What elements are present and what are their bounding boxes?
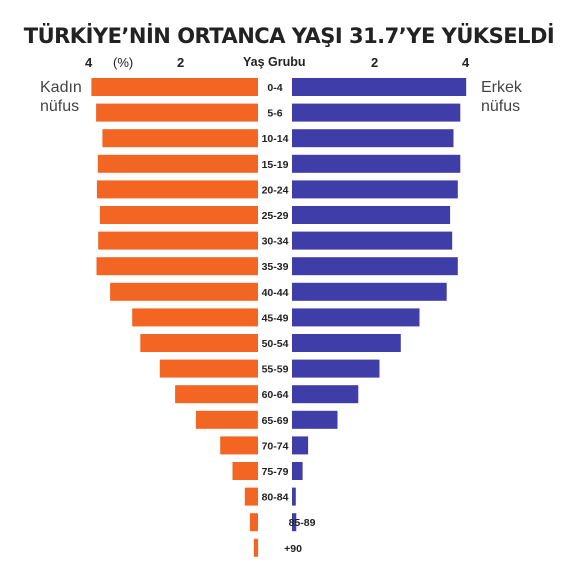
- bar-male-65-69: [292, 410, 338, 429]
- bar-male-40-44: [292, 282, 447, 301]
- tick-label-right-4: 4: [462, 55, 470, 70]
- bar-female-30-34: [98, 231, 258, 250]
- bar-female-45-49: [132, 308, 258, 327]
- category-label-75-79: 75-79: [262, 466, 289, 478]
- bar-male-55-59: [292, 359, 380, 378]
- category-label-65-69: 65-69: [262, 415, 289, 427]
- left-series-label: Kadın nüfus: [40, 78, 82, 116]
- left-series-label-line-1: Kadın: [40, 79, 82, 96]
- bar-male-35-39: [292, 257, 458, 276]
- category-label-40-44: 40-44: [262, 287, 289, 299]
- bar-female-10-14: [102, 129, 259, 148]
- bar-female-55-59: [159, 359, 258, 378]
- bar-female-80-84: [244, 487, 258, 506]
- bar-male-10-14: [292, 129, 454, 148]
- category-label-0-4: 0-4: [267, 82, 282, 94]
- bar-female-+90: [253, 538, 259, 557]
- tick-label-left-4: 4: [85, 55, 93, 70]
- tick-label-left-2: 2: [177, 55, 185, 70]
- category-label-50-54: 50-54: [262, 338, 289, 350]
- bar-male-45-49: [292, 308, 420, 327]
- bar-female-60-64: [175, 385, 258, 404]
- bar-male-70-74: [292, 436, 309, 455]
- category-label-25-29: 25-29: [262, 210, 289, 222]
- bar-female-75-79: [232, 462, 258, 480]
- bar-female-15-19: [97, 154, 258, 173]
- right-series-label-line-1: Erkek: [481, 79, 522, 96]
- bar-male-15-19: [292, 154, 461, 173]
- category-label-30-34: 30-34: [262, 236, 289, 248]
- chart-title: TÜRKİYE’NİN ORTANCA YAŞI 31.7’YE YÜKSELD…: [23, 24, 555, 48]
- bar-female-65-69: [195, 410, 258, 429]
- bar-male-30-34: [292, 231, 453, 250]
- bar-female-5-6: [96, 103, 258, 122]
- bar-male-75-79: [292, 462, 303, 480]
- category-label-70-74: 70-74: [262, 440, 289, 452]
- bar-female-35-39: [96, 257, 258, 276]
- bar-female-70-74: [220, 436, 258, 455]
- category-axis-label: Yaş Grubu: [243, 55, 306, 69]
- right-series-label: Erkek nüfus: [481, 78, 522, 116]
- bar-male-80-84: [292, 487, 296, 506]
- bar-male-25-29: [292, 206, 451, 224]
- category-label-10-14: 10-14: [262, 133, 289, 145]
- bar-male-50-54: [292, 334, 401, 352]
- bar-female-25-29: [99, 206, 259, 224]
- category-label-55-59: 55-59: [262, 364, 289, 376]
- left-series-label-line-2: nüfus: [40, 98, 80, 115]
- bar-female-0-4: [91, 78, 259, 96]
- category-label-85-89: 85-89: [289, 517, 316, 529]
- bar-male-85-89: [292, 513, 297, 532]
- category-label-60-64: 60-64: [262, 389, 289, 401]
- bar-male-0-4: [292, 78, 467, 96]
- category-label-45-49: 45-49: [262, 312, 289, 324]
- category-label-80-84: 80-84: [262, 492, 289, 504]
- bar-female-85-89: [249, 513, 258, 532]
- bar-female-40-44: [110, 282, 258, 301]
- bar-male-5-6: [292, 103, 461, 122]
- right-series-label-line-2: nüfus: [481, 98, 521, 115]
- category-label-5-6: 5-6: [267, 108, 282, 120]
- tick-label-right-2: 2: [371, 55, 379, 70]
- category-label-20-24: 20-24: [262, 184, 289, 196]
- unit-label: (%): [113, 55, 134, 70]
- bar-male-20-24: [292, 180, 458, 199]
- bar-male-60-64: [292, 385, 359, 404]
- bar-female-20-24: [96, 180, 259, 199]
- category-label-35-39: 35-39: [262, 261, 289, 273]
- bar-female-50-54: [140, 334, 258, 352]
- category-label-15-19: 15-19: [262, 159, 289, 171]
- category-label-+90: +90: [284, 543, 302, 555]
